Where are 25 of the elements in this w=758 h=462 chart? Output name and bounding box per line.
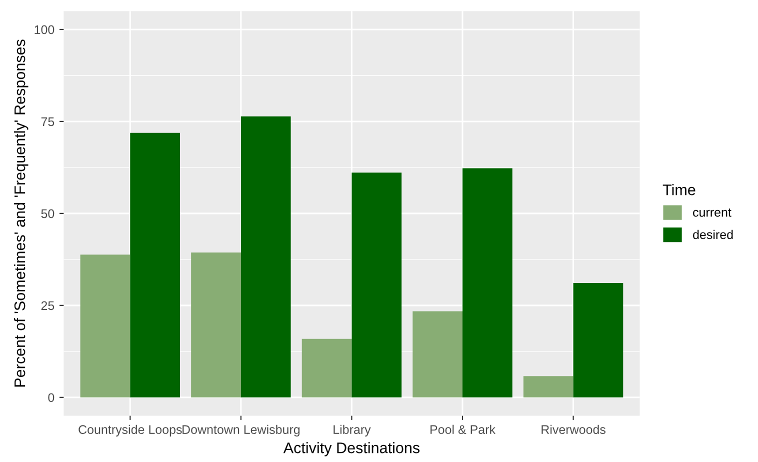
y-tick-label: 0 xyxy=(48,393,54,402)
bar xyxy=(412,311,462,398)
x-tick-label: Library xyxy=(334,424,371,436)
bar xyxy=(80,254,130,398)
legend-title: Time xyxy=(662,184,696,196)
bar xyxy=(130,132,180,398)
bar xyxy=(352,172,402,398)
bar xyxy=(191,252,241,398)
bar xyxy=(302,338,352,398)
x-tick-label: Downtown Lewisburg xyxy=(182,424,300,436)
x-tick-label: Pool & Park xyxy=(430,424,496,434)
x-tick-label: Countryside Loops xyxy=(78,424,182,436)
x-tick-label: Riverwoods xyxy=(542,424,606,434)
y-tick-label: 25 xyxy=(41,301,54,310)
legend-label: current xyxy=(693,208,732,217)
x-axis-title: Activity Destinations xyxy=(283,442,420,456)
bar xyxy=(573,282,624,398)
y-tick-label: 100 xyxy=(34,25,54,34)
y-axis-title: Percent of 'Sometimes' and 'Frequently' Responses xyxy=(14,40,28,387)
bar xyxy=(523,376,574,398)
bar xyxy=(462,168,512,398)
bar xyxy=(240,116,291,398)
legend-label: desired xyxy=(693,230,733,240)
y-tick-label: 75 xyxy=(41,117,54,126)
y-tick-label: 50 xyxy=(41,209,54,218)
